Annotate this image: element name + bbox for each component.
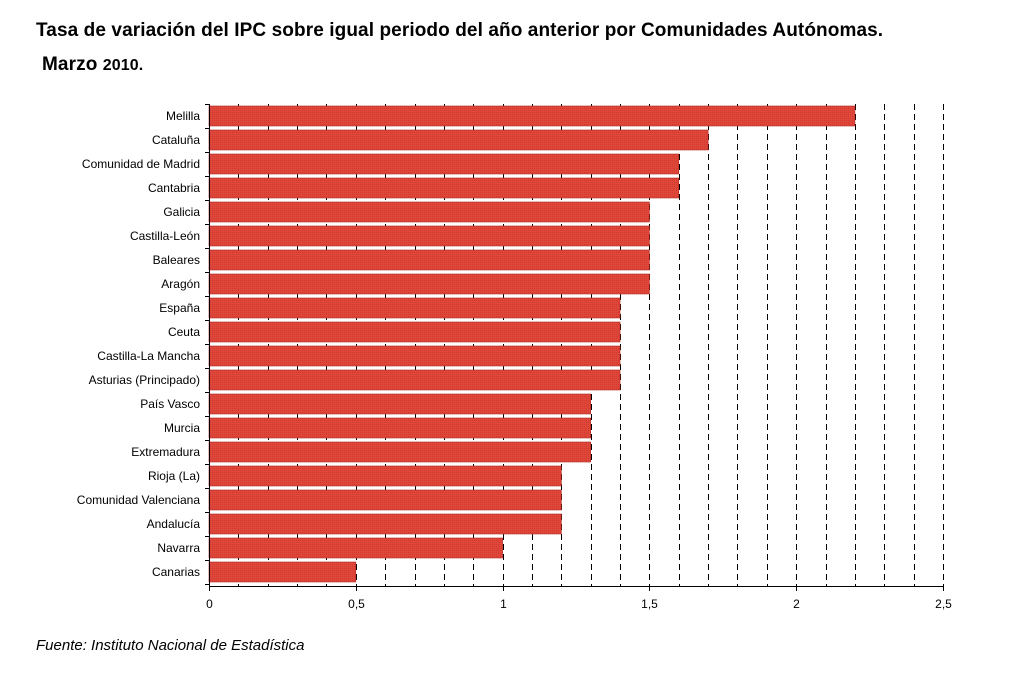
category-label: Ceuta	[168, 325, 200, 339]
title-month: Marzo	[42, 54, 98, 75]
x-tick-label: 0,5	[348, 597, 365, 611]
x-tick-label: 0	[206, 597, 213, 611]
category-labels: Melilla Cataluña Comunidad de Madrid Cantab…	[77, 109, 201, 579]
chart-title: Tasa de variación del IPC sobre igual pe…	[36, 14, 883, 83]
bar	[208, 489, 562, 511]
category-label: Aragón	[161, 277, 200, 291]
bar	[208, 321, 621, 343]
x-tick-label: 2,5	[935, 597, 952, 611]
category-label: Baleares	[153, 253, 200, 267]
x-tick-label: 1,5	[641, 597, 658, 611]
bar	[208, 369, 621, 391]
bar	[208, 441, 591, 463]
category-label: Galicia	[163, 205, 200, 219]
bar	[208, 153, 680, 175]
bar	[208, 177, 680, 199]
title-line-1: Tasa de variación del IPC sobre igual pe…	[36, 20, 884, 41]
title-year: 2010.	[102, 57, 144, 74]
category-label: País Vasco	[140, 397, 200, 411]
category-label: Murcia	[164, 421, 200, 435]
bars	[208, 105, 856, 583]
bar	[208, 297, 621, 319]
category-label: España	[159, 301, 200, 315]
category-label: Cataluña	[152, 133, 200, 147]
category-label: Extremadura	[131, 445, 200, 459]
category-label: Navarra	[157, 541, 200, 555]
category-label: Rioja (La)	[148, 469, 200, 483]
bar	[208, 417, 591, 439]
axes	[205, 104, 944, 591]
title-line-2: Marzo 2010.	[36, 48, 883, 83]
bar	[208, 537, 503, 559]
x-tick-label: 1	[500, 597, 507, 611]
x-tick-labels: 0 0,5 1 1,5 2 2,5	[206, 597, 952, 611]
category-label: Cantabria	[148, 181, 200, 195]
bar	[208, 561, 357, 583]
bar	[208, 393, 591, 415]
bar	[208, 225, 650, 247]
bar	[208, 345, 621, 367]
category-label: Castilla-La Mancha	[97, 349, 200, 363]
bar	[208, 465, 562, 487]
category-label: Asturias (Principado)	[89, 373, 200, 387]
category-label: Castilla-León	[130, 229, 200, 243]
bar	[208, 249, 650, 271]
category-label: Melilla	[166, 109, 200, 123]
bar	[208, 273, 650, 295]
source-note: Fuente: Instituto Nacional de Estadístic…	[36, 637, 305, 654]
bar	[208, 129, 709, 151]
bar	[208, 105, 856, 127]
category-label: Comunidad de Madrid	[82, 157, 200, 171]
x-tick-label: 2	[793, 597, 800, 611]
bar	[208, 201, 650, 223]
bar	[208, 513, 562, 535]
category-label: Canarias	[152, 565, 200, 579]
category-label: Comunidad Valenciana	[77, 493, 201, 507]
category-label: Andalucía	[147, 517, 201, 531]
